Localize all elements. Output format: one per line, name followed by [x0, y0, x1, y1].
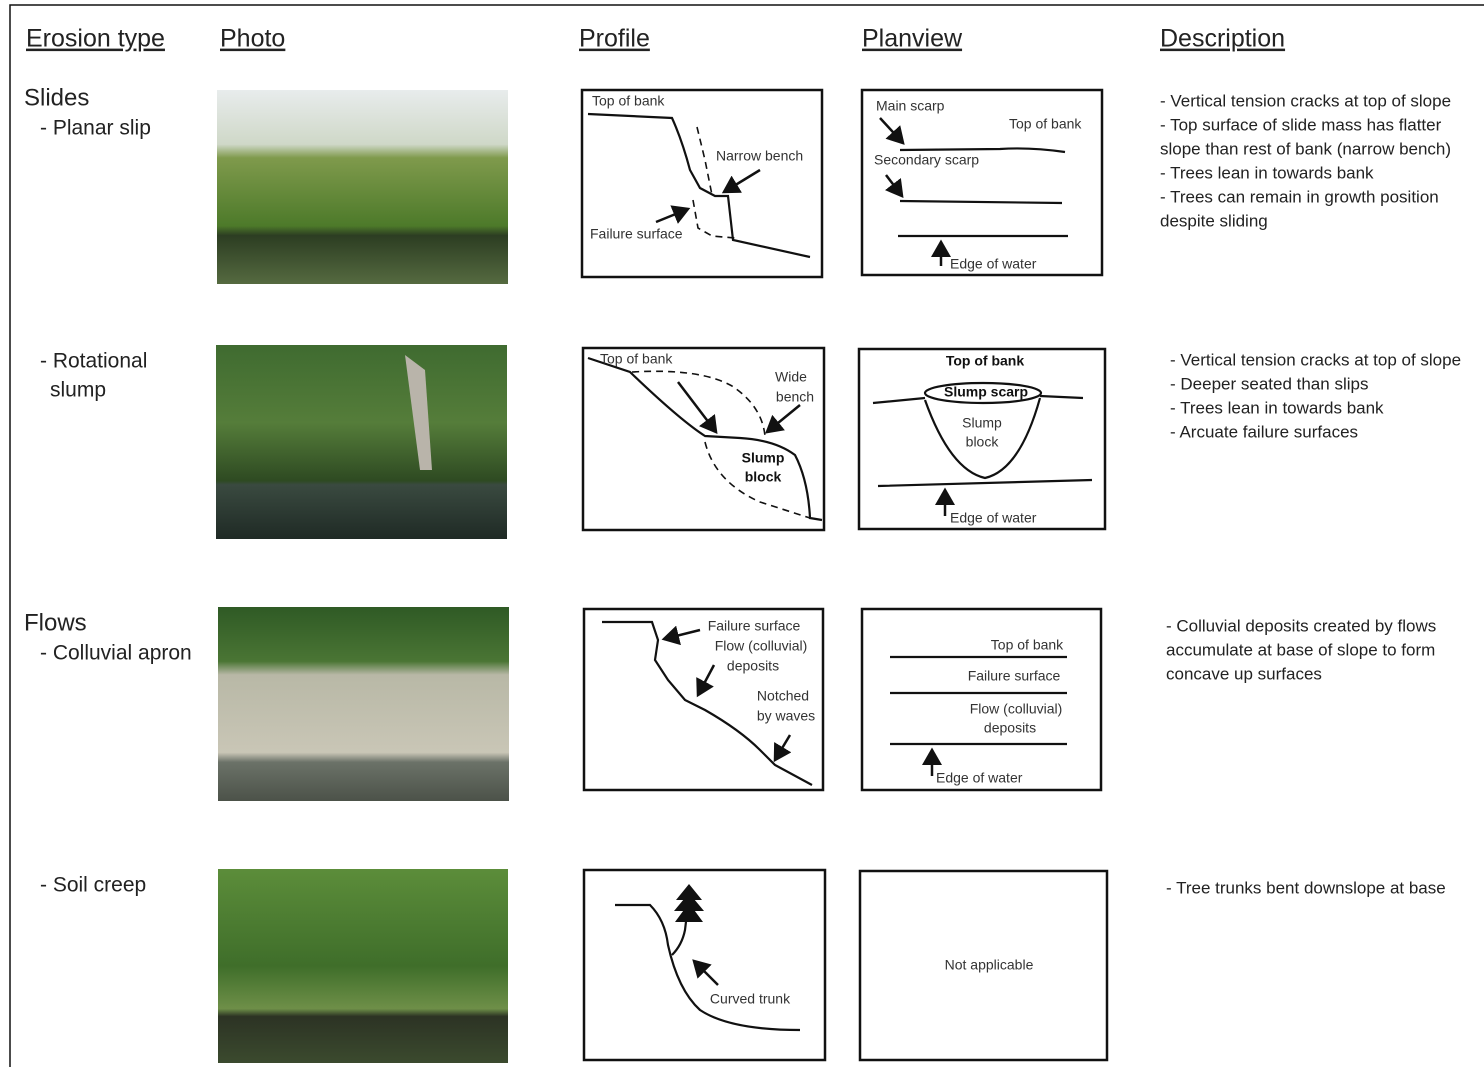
text-label: - Trees lean in towards bank	[1170, 398, 1384, 417]
text-label: - Rotational	[40, 350, 147, 373]
text-label: deposits	[984, 720, 1036, 736]
arrow	[696, 664, 716, 698]
text-label: Narrow bench	[716, 148, 803, 164]
photo	[218, 869, 508, 1063]
slump-scarp	[923, 381, 1043, 405]
arrow	[884, 174, 904, 198]
arrow	[879, 117, 905, 145]
photo-tree	[405, 355, 432, 470]
text-label: Edge of water	[950, 256, 1037, 272]
text-label: - Colluvial apron	[40, 642, 192, 665]
line-drawing	[898, 147, 1068, 238]
text-label: Wide	[775, 369, 807, 385]
text-label: Top of bank	[991, 637, 1064, 653]
text-label: - Vertical tension cracks at top of slop…	[1160, 91, 1451, 110]
text-label: Failure surface	[968, 668, 1061, 684]
text-label: block	[966, 434, 1000, 450]
text-label: despite sliding	[1160, 211, 1268, 230]
text-label: accumulate at base of slope to form	[1166, 640, 1435, 659]
planview-box	[860, 607, 1103, 792]
text-label: by waves	[757, 708, 815, 724]
text-label: Edge of water	[950, 510, 1037, 526]
text-label: Flow (colluvial)	[715, 638, 808, 654]
line-drawing	[587, 112, 811, 259]
line-drawing	[890, 655, 1067, 746]
arrow	[655, 205, 691, 224]
text-label: Slump scarp	[944, 384, 1028, 400]
planview-box	[858, 869, 1109, 1062]
text-label: block	[745, 469, 782, 485]
text-label: concave up surfaces	[1166, 664, 1322, 683]
line-drawing	[872, 394, 1093, 488]
tree-icon	[674, 884, 704, 922]
profile-box	[580, 88, 824, 279]
text-label: slope than rest of bank (narrow bench)	[1160, 139, 1451, 158]
text-label: Profile	[579, 25, 650, 53]
text-label: Slump	[962, 415, 1002, 431]
text-label: Not applicable	[945, 957, 1034, 973]
photo	[216, 345, 507, 539]
text-label: deposits	[727, 658, 779, 674]
text-label: Top of bank	[946, 353, 1024, 369]
text-label: - Arcuate failure surfaces	[1170, 422, 1358, 441]
photo	[218, 607, 509, 801]
text-label: Flow (colluvial)	[970, 701, 1063, 717]
arrow	[692, 959, 719, 986]
text-label: - Colluvial deposits created by flows	[1166, 616, 1436, 635]
text-label: slump	[50, 379, 106, 402]
line-drawing	[615, 903, 801, 1032]
photo	[217, 90, 508, 284]
text-label: Top of bank	[600, 351, 673, 367]
arrow	[773, 734, 792, 763]
text-label: Slump	[742, 450, 785, 466]
arrow	[765, 404, 801, 434]
planview-box	[857, 347, 1107, 531]
text-label: - Top surface of slide mass has flatter	[1160, 115, 1442, 134]
text-label: Curved trunk	[710, 991, 791, 1007]
line-drawing	[602, 620, 813, 786]
text-label: Planview	[862, 25, 963, 53]
text-label: - Deeper seated than slips	[1170, 374, 1368, 393]
text-label: Description	[1160, 25, 1285, 53]
text-label: - Tree trunks bent downslope at base	[1166, 878, 1446, 897]
text-label: Erosion type	[26, 25, 165, 53]
text-label: Main scarp	[876, 98, 945, 114]
text-label: - Trees lean in towards bank	[1160, 163, 1374, 182]
text-label: - Soil creep	[40, 874, 146, 897]
text-label: Failure surface	[708, 618, 801, 634]
text-label: Photo	[220, 25, 285, 53]
text-label: Edge of water	[936, 770, 1023, 786]
text-label: - Trees can remain in growth position	[1160, 187, 1439, 206]
text-label: Slides	[24, 84, 89, 111]
profile-box	[582, 868, 827, 1062]
line-drawing	[671, 904, 690, 956]
arrow	[661, 625, 701, 646]
text-label: Top of bank	[1009, 116, 1082, 132]
line-drawing	[631, 370, 811, 519]
planview-box	[860, 88, 1104, 277]
text-label: Top of bank	[592, 93, 665, 109]
text-label: Flows	[24, 609, 87, 636]
text-label: - Planar slip	[40, 117, 151, 140]
profile-box	[581, 346, 826, 532]
text-label: bench	[776, 389, 814, 405]
text-label: Secondary scarp	[874, 152, 979, 168]
text-label: - Vertical tension cracks at top of slop…	[1170, 350, 1461, 369]
arrow	[677, 381, 718, 434]
text-label: Failure surface	[590, 226, 683, 242]
line-drawing	[9, 4, 1484, 1067]
text-label: Notched	[757, 688, 809, 704]
line-drawing	[587, 356, 823, 522]
arrow	[721, 168, 761, 194]
line-drawing	[692, 126, 736, 239]
